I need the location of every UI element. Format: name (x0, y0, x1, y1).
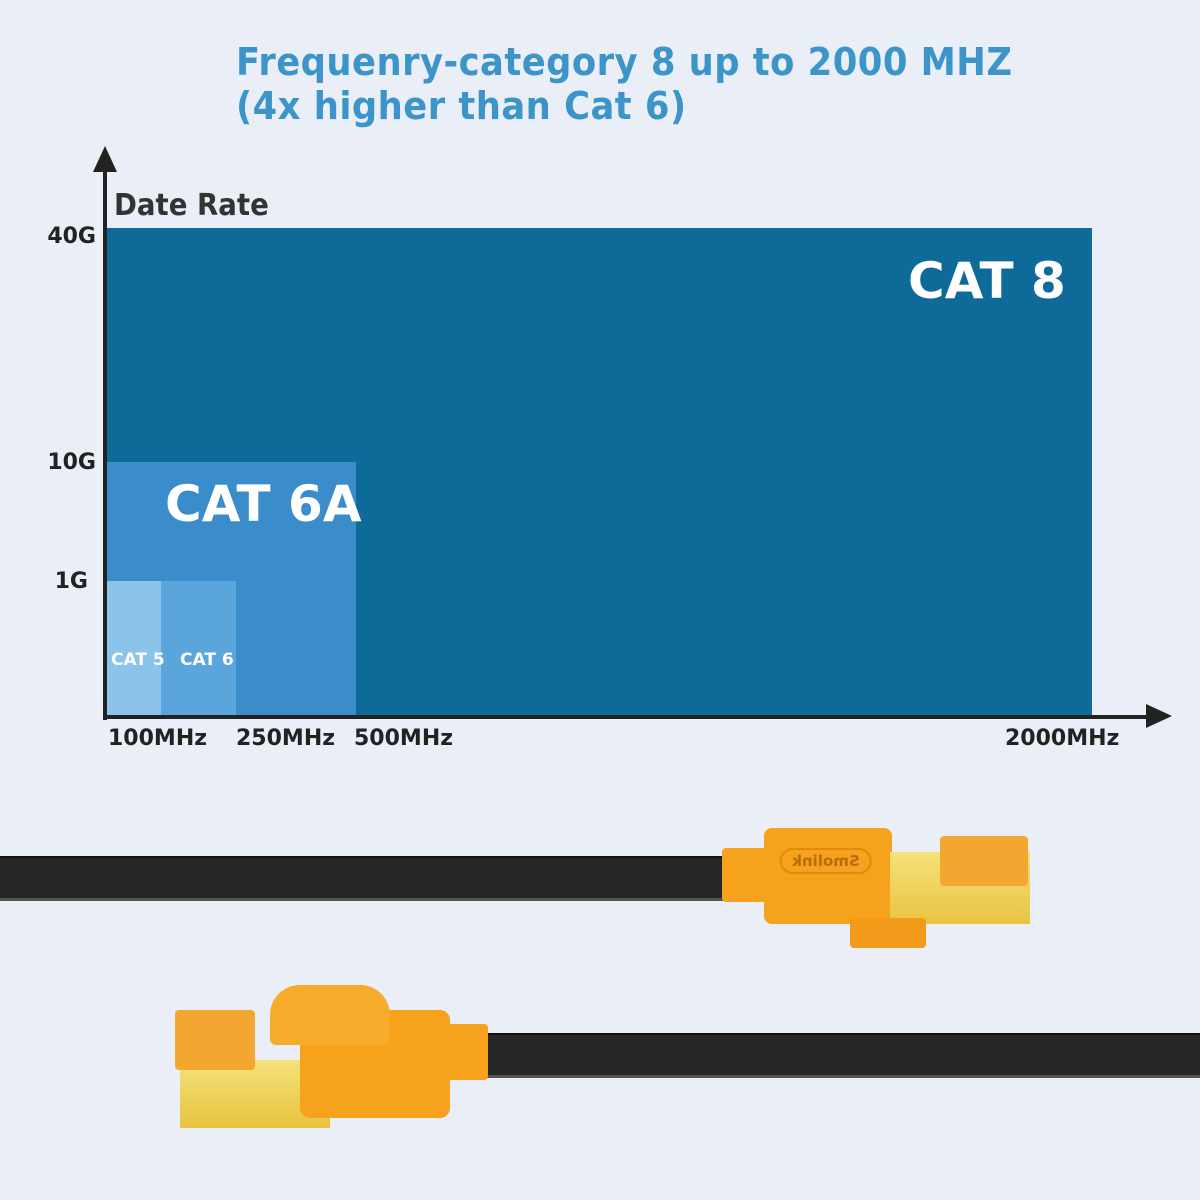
label-cat8: CAT 8 (908, 252, 1066, 310)
brand-logo: Smolink (780, 848, 872, 874)
label-cat6: CAT 6 (180, 650, 234, 670)
title-line-2: (4x higher than Cat 6) (236, 84, 687, 128)
y-axis-label: Date Rate (114, 188, 269, 223)
y-tick-40g: 40G (47, 224, 96, 249)
x-tick-2000mhz: 2000MHz (1005, 726, 1120, 751)
x-tick-100mhz: 100MHz (108, 726, 208, 751)
x-axis (103, 715, 1153, 719)
bar-cat5 (107, 581, 161, 715)
chart-title: Frequenry-category 8 up to 2000 MHZ (4x … (236, 40, 1073, 128)
y-tick-1g: 1G (54, 569, 88, 594)
x-tick-250mhz: 250MHz (236, 726, 336, 751)
y-axis-arrow-icon (93, 146, 117, 172)
title-line-1: Frequenry-category 8 up to 2000 MHZ (236, 40, 1013, 84)
label-cat5: CAT 5 (111, 650, 165, 670)
y-tick-10g: 10G (47, 450, 96, 475)
x-tick-500mhz: 500MHz (354, 726, 454, 751)
label-cat6a: CAT 6A (165, 475, 362, 533)
x-axis-arrow-icon (1146, 704, 1172, 728)
y-axis (103, 160, 107, 720)
